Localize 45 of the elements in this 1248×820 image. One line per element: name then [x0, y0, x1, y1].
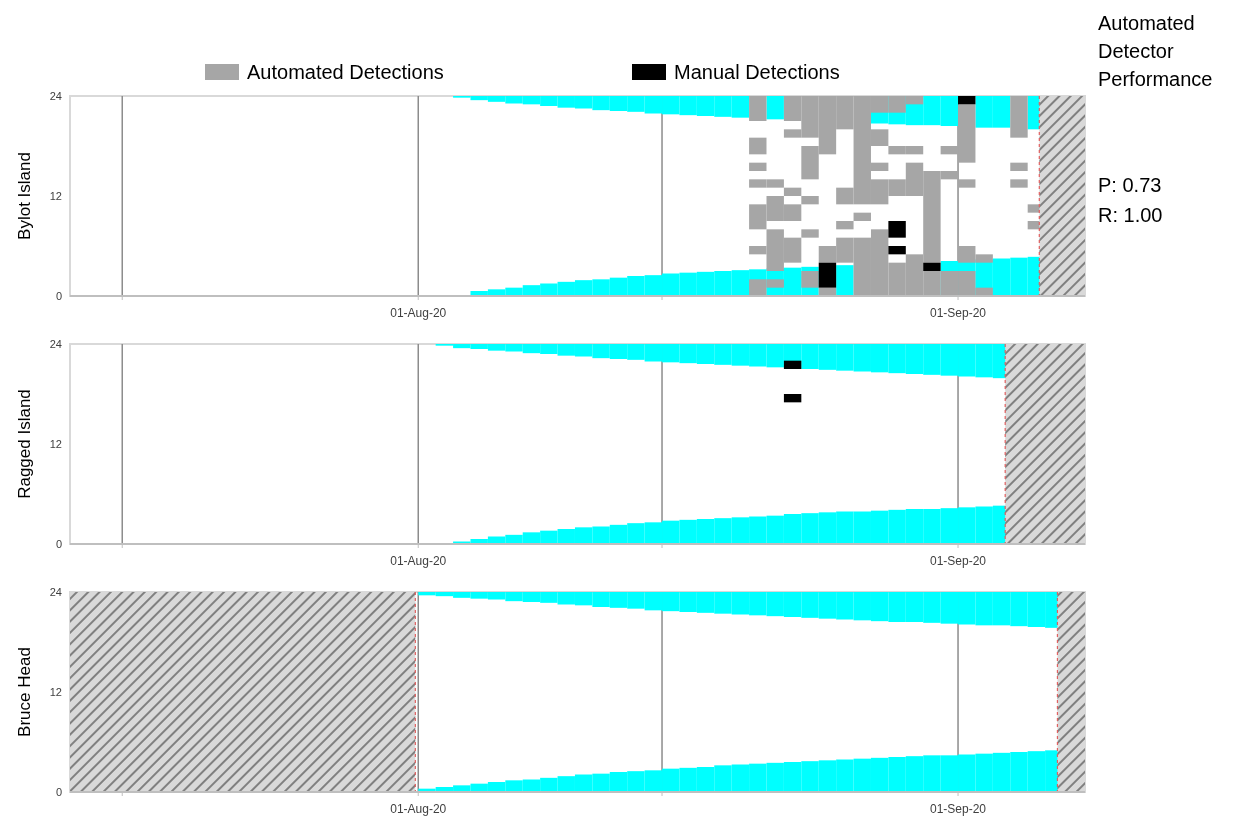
y-tick-label: 24 — [49, 338, 62, 350]
legend-label: Manual Detections — [674, 61, 840, 83]
y-tick-label: 12 — [49, 438, 62, 450]
bar — [749, 162, 767, 171]
bar — [783, 394, 802, 403]
y-tick-label: 24 — [49, 90, 62, 102]
text: Automated Detector Performance — [1098, 12, 1213, 90]
x-tick-label: 01-Sep-20 — [930, 306, 987, 320]
bar — [836, 221, 854, 230]
bar — [958, 179, 976, 188]
y-axis-title: Bruce Head — [15, 647, 34, 737]
bar — [749, 137, 767, 155]
bar — [1010, 162, 1028, 171]
bar — [783, 360, 802, 369]
bar — [766, 96, 784, 120]
bar — [801, 271, 819, 288]
x-tick-label: 01-Sep-20 — [930, 802, 987, 816]
text: R: 1.00 — [1098, 204, 1163, 226]
x-tick-label: 01-Aug-20 — [390, 306, 447, 320]
y-tick-label: 0 — [55, 786, 62, 798]
y-tick-label: 12 — [49, 190, 62, 202]
bar — [801, 229, 819, 238]
y-tick-label: 0 — [55, 538, 62, 550]
bar — [1010, 179, 1028, 188]
x-tick-label: 01-Sep-20 — [930, 554, 987, 568]
x-tick-label: 01-Aug-20 — [390, 802, 447, 816]
y-axis-title: Ragged Island — [15, 389, 34, 499]
y-tick-label: 24 — [49, 586, 62, 598]
x-tick-label: 01-Aug-20 — [390, 554, 447, 568]
bar — [888, 221, 906, 238]
y-tick-label: 12 — [49, 686, 62, 698]
bar — [818, 262, 837, 288]
bar — [749, 96, 767, 121]
bar — [958, 96, 976, 105]
text: P: 0.73 — [1098, 174, 1162, 196]
bar — [888, 246, 906, 255]
bar — [783, 187, 802, 196]
legend-label: Automated Detections — [247, 61, 444, 83]
bar — [836, 265, 854, 296]
bar — [853, 212, 871, 221]
y-axis-title: Bylot Island — [15, 152, 34, 240]
bar — [1010, 96, 1028, 138]
bar — [923, 262, 941, 271]
bar — [801, 196, 819, 205]
y-tick-label: 0 — [55, 290, 62, 302]
